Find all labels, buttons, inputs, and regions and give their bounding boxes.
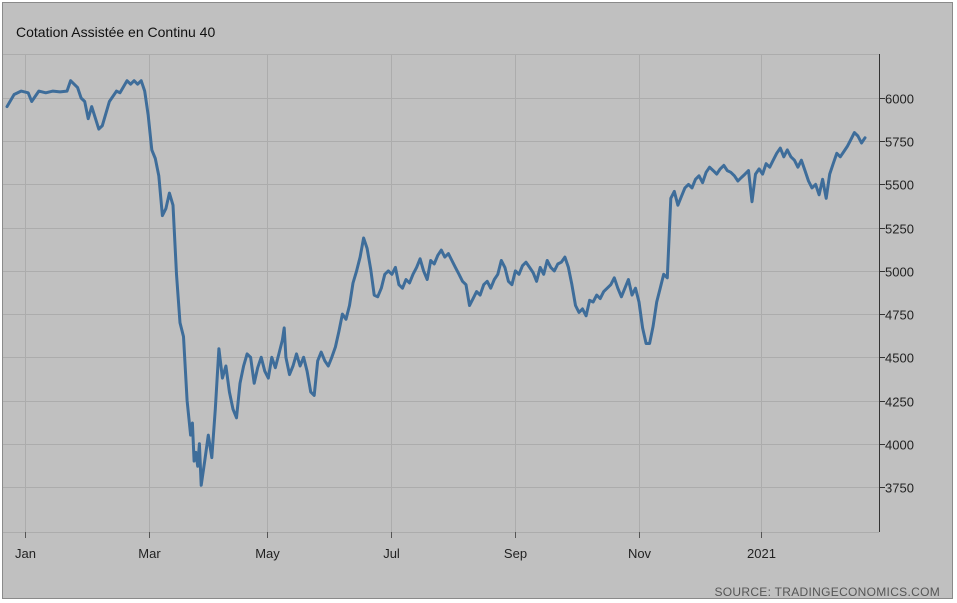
x-tick-label-jan: Jan xyxy=(15,546,36,561)
series xyxy=(5,79,867,487)
y-tick-label-4750: 4750 xyxy=(885,308,914,323)
chart-title: Cotation Assistée en Continu 40 xyxy=(16,24,215,40)
y-tick-label-3750: 3750 xyxy=(885,481,914,496)
y-tick-label-5750: 5750 xyxy=(885,135,914,150)
axes: 3750 4000 4250 4500 4750 5000 5250 5500 5750 6000… xyxy=(15,54,914,561)
y-tick-label-5250: 5250 xyxy=(885,222,914,237)
x-tick-label-2021: 2021 xyxy=(747,546,776,561)
grid xyxy=(3,54,879,533)
y-tick-label-6000: 6000 xyxy=(885,92,914,107)
y-tick-label-4500: 4500 xyxy=(885,351,914,366)
y-tick-label-5500: 5500 xyxy=(885,178,914,193)
x-tick-label-nov: Nov xyxy=(628,546,652,561)
y-tick-label-4250: 4250 xyxy=(885,395,914,410)
y-tick-label-5000: 5000 xyxy=(885,265,914,280)
series-line-0 xyxy=(5,79,867,487)
x-tick-label-jul: Jul xyxy=(383,546,400,561)
chart: 3750 4000 4250 4500 4750 5000 5250 5500 5750 6000… xyxy=(3,24,940,599)
source-note: SOURCE: TRADINGECONOMICS.COM xyxy=(714,585,940,599)
x-tick-label-mar: Mar xyxy=(138,546,161,561)
x-tick-label-sep: Sep xyxy=(504,546,527,561)
x-tick-label-may: May xyxy=(255,546,280,561)
y-tick-label-4000: 4000 xyxy=(885,438,914,453)
